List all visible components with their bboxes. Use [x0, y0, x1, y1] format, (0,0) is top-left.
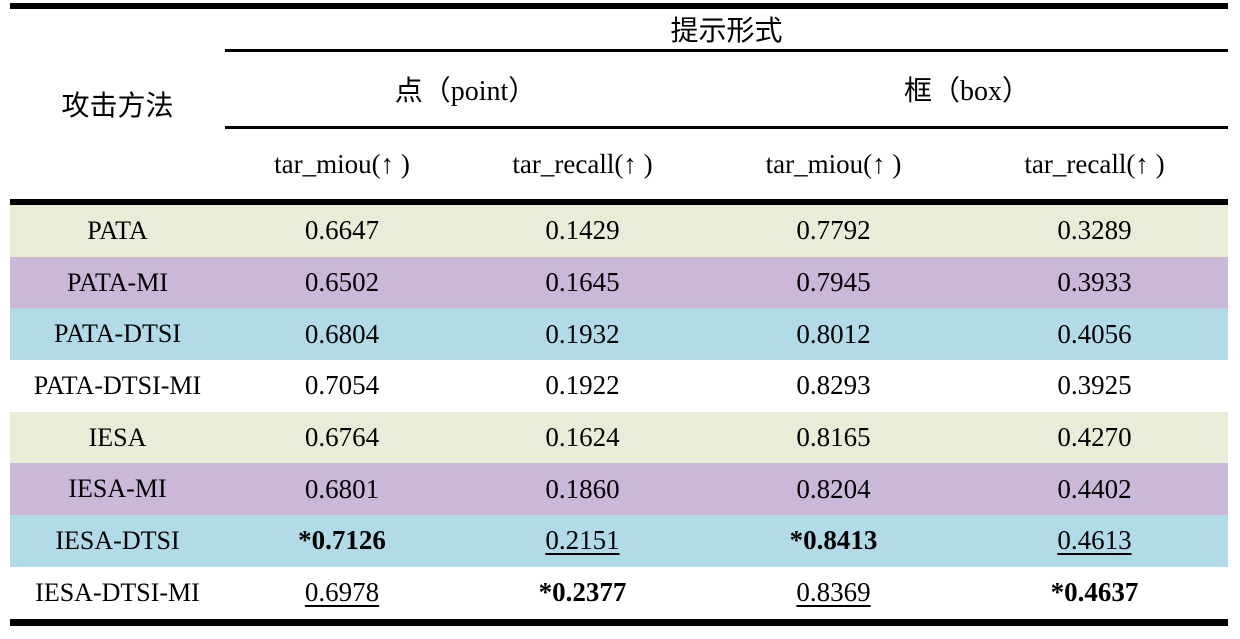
col-header-tar-recall-point: tar_recall(↑ ) — [459, 127, 706, 205]
value-cell: 0.6764 — [304, 422, 380, 453]
value-cell: 0.8012 — [796, 318, 871, 349]
value-cell: 0.6804 — [304, 318, 380, 349]
value-cell: 0.6502 — [304, 267, 380, 298]
method-cell: IESA-DTSI-MI — [35, 577, 200, 607]
method-cell: PATA-DTSI — [54, 319, 181, 349]
value-cell: 0.3933 — [1057, 267, 1132, 298]
value-cell: 0.7054 — [304, 370, 380, 401]
method-cell: PATA-DTSI-MI — [33, 370, 202, 400]
table-row: PATA-DTSI 0.6804 0.1932 0.8012 0.4056 — [10, 308, 1229, 361]
col-group-box: 框（box） — [706, 50, 1229, 129]
value-cell: 0.4270 — [1057, 422, 1132, 453]
method-cell: IESA-DTSI — [55, 525, 180, 555]
col-header-attack-method: 攻击方法 — [10, 6, 225, 205]
value-cell: 0.2151 — [545, 525, 620, 556]
value-cell: 0.6978 — [304, 577, 380, 608]
value-cell: 0.8293 — [796, 370, 871, 401]
value-cell: 0.4402 — [1057, 473, 1132, 504]
value-cell: *0.4637 — [1050, 577, 1139, 608]
value-cell: 0.3925 — [1057, 370, 1132, 401]
value-cell: 0.7792 — [796, 215, 871, 246]
value-cell: *0.8413 — [789, 525, 878, 556]
results-table: 攻击方法 提示形式 点（point） 框（box） tar_miou(↑ ) t… — [10, 3, 1229, 626]
table-header: 攻击方法 提示形式 点（point） 框（box） tar_miou(↑ ) t… — [10, 6, 1229, 205]
value-cell: 0.1429 — [545, 215, 620, 246]
value-cell: 0.4613 — [1057, 525, 1132, 556]
header-row-groups: 点（point） 框（box） — [10, 50, 1229, 129]
col-group-prompt-format: 提示形式 — [225, 6, 1229, 52]
table-row: IESA-DTSI *0.7126 0.2151 *0.8413 0.4613 — [10, 515, 1229, 567]
method-cell: PATA — [87, 215, 148, 245]
table-row: PATA-MI 0.6502 0.1645 0.7945 0.3933 — [10, 256, 1229, 309]
header-row-metrics: tar_miou(↑ ) tar_recall(↑ ) tar_miou(↑ )… — [10, 127, 1229, 205]
table-row: IESA-MI 0.6801 0.1860 0.8204 0.4402 — [10, 463, 1229, 516]
method-cell: IESA — [88, 422, 147, 452]
value-cell: 0.8204 — [796, 473, 871, 504]
value-cell: 0.1645 — [545, 267, 620, 298]
value-cell: 0.1922 — [545, 370, 620, 401]
value-cell: 0.4056 — [1057, 318, 1132, 349]
value-cell: 0.7945 — [796, 267, 871, 298]
value-cell: 0.8369 — [796, 577, 871, 608]
value-cell: 0.6801 — [304, 473, 380, 504]
col-header-tar-recall-box: tar_recall(↑ ) — [961, 127, 1229, 205]
value-cell: 0.1932 — [545, 318, 620, 349]
col-header-tar-miou-point: tar_miou(↑ ) — [225, 127, 459, 205]
header-row-prompt-format: 攻击方法 提示形式 — [10, 6, 1229, 205]
value-cell: *0.7126 — [298, 525, 386, 556]
table-body: PATA 0.6647 0.1429 0.7792 0.3289 PATA-MI 0.650… — [10, 202, 1229, 622]
value-cell: 0.6647 — [304, 215, 380, 246]
table-row: IESA 0.6764 0.1624 0.8165 0.4270 — [10, 411, 1229, 464]
method-cell: PATA-MI — [67, 267, 168, 297]
col-header-tar-miou-box: tar_miou(↑ ) — [706, 127, 961, 205]
value-cell: 0.1860 — [545, 473, 620, 504]
table-row: PATA-DTSI-MI 0.7054 0.1922 0.8293 0.3925 — [10, 360, 1229, 412]
method-cell: IESA-MI — [68, 474, 167, 504]
value-cell: 0.1624 — [545, 422, 620, 453]
value-cell: 0.3289 — [1057, 215, 1132, 246]
table-row: PATA 0.6647 0.1429 0.7792 0.3289 — [10, 202, 1229, 257]
value-cell: 0.8165 — [796, 422, 871, 453]
table-row: IESA-DTSI-MI 0.6978 *0.2377 0.8369 *0.4637 — [10, 566, 1229, 622]
value-cell: *0.2377 — [538, 577, 627, 608]
col-group-point: 点（point） — [225, 50, 706, 129]
